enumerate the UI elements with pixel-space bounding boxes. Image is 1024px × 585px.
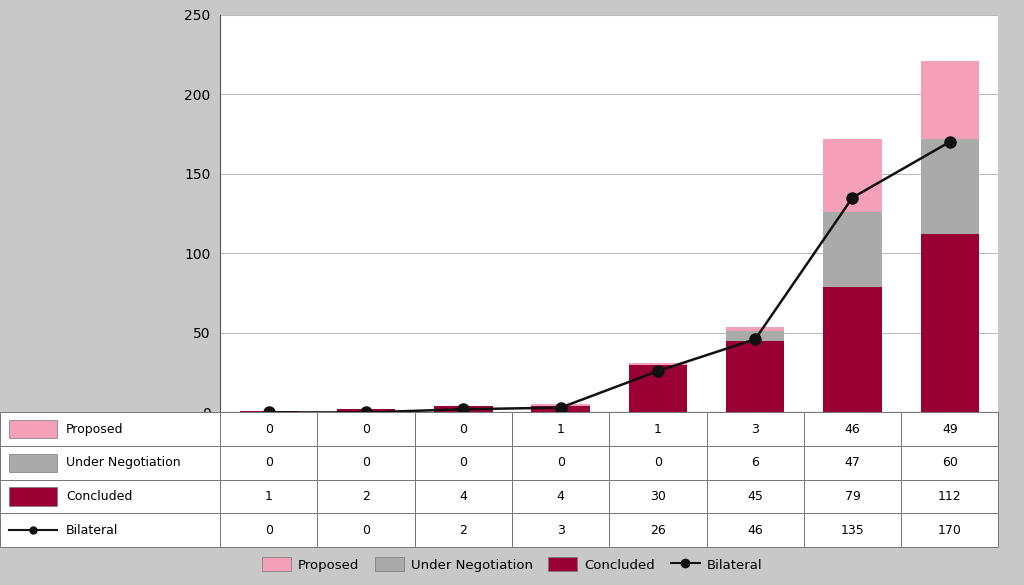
Bar <box>609 514 707 547</box>
Text: 1: 1 <box>557 423 564 436</box>
Bar <box>804 446 901 480</box>
Text: Concluded: Concluded <box>66 490 132 503</box>
Text: 49: 49 <box>942 423 957 436</box>
Bar <box>609 480 707 514</box>
Text: 170: 170 <box>938 524 962 536</box>
Bar <box>9 453 57 472</box>
Text: 46: 46 <box>845 423 860 436</box>
Bar <box>415 412 512 446</box>
Text: 4: 4 <box>460 490 467 503</box>
Text: 3: 3 <box>557 524 564 536</box>
Text: 60: 60 <box>942 456 957 469</box>
Bar <box>629 364 687 412</box>
Bar <box>512 514 609 547</box>
Text: 135: 135 <box>841 524 864 536</box>
Bar <box>512 446 609 480</box>
Text: 30: 30 <box>650 490 666 503</box>
Bar <box>220 480 317 514</box>
Text: 3: 3 <box>752 423 759 436</box>
Text: 0: 0 <box>460 456 467 469</box>
Text: 79: 79 <box>845 490 860 503</box>
Bar <box>901 480 998 514</box>
Text: 45: 45 <box>748 490 763 503</box>
Bar <box>415 446 512 480</box>
Text: 26: 26 <box>650 524 666 536</box>
Bar <box>804 514 901 547</box>
Bar <box>9 487 57 506</box>
Bar <box>415 514 512 547</box>
Bar <box>823 287 882 412</box>
Legend: Proposed, Under Negotiation, Concluded, Bilateral: Proposed, Under Negotiation, Concluded, … <box>257 552 767 577</box>
Text: 2: 2 <box>362 490 370 503</box>
Bar <box>901 514 998 547</box>
Bar <box>415 480 512 514</box>
Bar <box>707 514 804 547</box>
Bar <box>0 446 220 480</box>
Bar <box>317 480 415 514</box>
Bar <box>9 420 57 439</box>
Bar <box>707 412 804 446</box>
Bar <box>609 446 707 480</box>
Text: Proposed: Proposed <box>66 423 124 436</box>
Bar <box>901 446 998 480</box>
Text: 0: 0 <box>362 423 370 436</box>
Text: 4: 4 <box>557 490 564 503</box>
Bar <box>823 212 882 287</box>
Bar <box>921 61 979 139</box>
Bar <box>921 234 979 412</box>
Bar <box>240 411 298 412</box>
Bar <box>726 326 784 331</box>
Text: 0: 0 <box>460 423 467 436</box>
Bar <box>317 446 415 480</box>
Bar <box>512 412 609 446</box>
Bar <box>707 480 804 514</box>
Text: 46: 46 <box>748 524 763 536</box>
Text: 0: 0 <box>557 456 564 469</box>
Text: Bilateral: Bilateral <box>66 524 119 536</box>
Text: 0: 0 <box>265 423 272 436</box>
Text: 0: 0 <box>362 456 370 469</box>
Text: 0: 0 <box>265 524 272 536</box>
Text: 0: 0 <box>654 456 662 469</box>
Bar <box>220 446 317 480</box>
Text: 1: 1 <box>265 490 272 503</box>
Bar <box>901 412 998 446</box>
Text: 112: 112 <box>938 490 962 503</box>
Bar <box>434 406 493 412</box>
Text: 2: 2 <box>460 524 467 536</box>
Bar <box>317 514 415 547</box>
Bar <box>921 139 979 234</box>
Bar <box>531 404 590 406</box>
Bar <box>337 410 395 412</box>
Text: 0: 0 <box>362 524 370 536</box>
Bar <box>804 480 901 514</box>
Bar <box>823 139 882 212</box>
Bar <box>220 412 317 446</box>
Bar <box>512 480 609 514</box>
Bar <box>0 514 220 547</box>
Text: 0: 0 <box>265 456 272 469</box>
Bar <box>804 412 901 446</box>
Bar <box>629 363 687 364</box>
Bar <box>707 446 804 480</box>
Text: Under Negotiation: Under Negotiation <box>66 456 180 469</box>
Text: 1: 1 <box>654 423 662 436</box>
Bar <box>726 341 784 412</box>
Bar <box>0 480 220 514</box>
Bar <box>726 331 784 341</box>
Bar <box>531 406 590 412</box>
Bar <box>220 514 317 547</box>
Bar <box>317 412 415 446</box>
Bar <box>0 412 220 446</box>
Bar <box>609 412 707 446</box>
Text: 47: 47 <box>845 456 860 469</box>
Text: 6: 6 <box>752 456 759 469</box>
